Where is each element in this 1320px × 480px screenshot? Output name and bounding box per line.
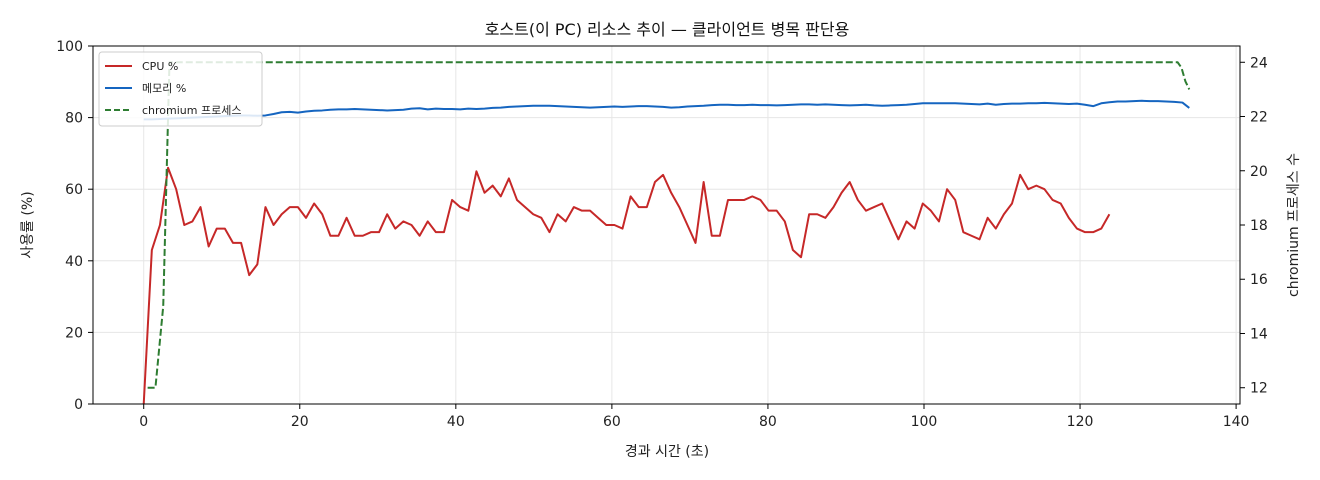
- legend-box: [98, 51, 263, 127]
- y-tick-label: 100: [56, 39, 83, 55]
- series-layer: [142, 61, 1191, 405]
- y2-tick-label: 14: [1250, 326, 1268, 342]
- y-axis-label: 사용률 (%): [20, 191, 36, 258]
- x-axis-label: 경과 시간 (초): [625, 444, 709, 460]
- y-tick-label: 80: [65, 111, 83, 127]
- y-tick-label: 40: [65, 254, 83, 270]
- legend-label: chromium 프로세스: [142, 104, 241, 117]
- y2-axis-label: chromium 프로세스 수: [1286, 153, 1302, 297]
- plot-frame: [92, 45, 1241, 405]
- tick-layer: 0 20 40 60 80 100 120 140 0 20 40 60 80 100 12 14 16 18 20…: [56, 39, 1268, 430]
- chart-title: 호스트(이 PC) 리소스 추이 — 클라이언트 병목 판단용: [485, 20, 850, 39]
- y-tick-label: 20: [65, 325, 83, 341]
- y-tick-label: 0: [74, 397, 83, 413]
- y2-tick-label: 24: [1250, 55, 1268, 71]
- gridlines: [93, 45, 1240, 405]
- x-tick-label: 20: [291, 414, 309, 430]
- y2-tick-label: 22: [1250, 110, 1268, 126]
- legend-label: 메모리 %: [142, 82, 186, 95]
- y-tick-label: 60: [65, 182, 83, 198]
- y2-tick-label: 12: [1250, 381, 1268, 397]
- y2-tick-label: 18: [1250, 218, 1268, 234]
- legend-label: CPU %: [142, 60, 178, 73]
- series-line-memory: [143, 99, 1190, 121]
- x-tick-label: 80: [759, 414, 777, 430]
- x-tick-label: 140: [1223, 414, 1250, 430]
- series-line-cpu: [142, 166, 1111, 405]
- y2-tick-label: 16: [1250, 272, 1268, 288]
- legend: CPU % 메모리 % chromium 프로세스: [98, 51, 263, 127]
- x-tick-label: 60: [603, 414, 621, 430]
- y2-tick-label: 20: [1250, 164, 1268, 180]
- x-tick-label: 40: [447, 414, 465, 430]
- x-tick-label: 100: [911, 414, 938, 430]
- x-tick-label: 0: [139, 414, 148, 430]
- x-tick-label: 120: [1067, 414, 1094, 430]
